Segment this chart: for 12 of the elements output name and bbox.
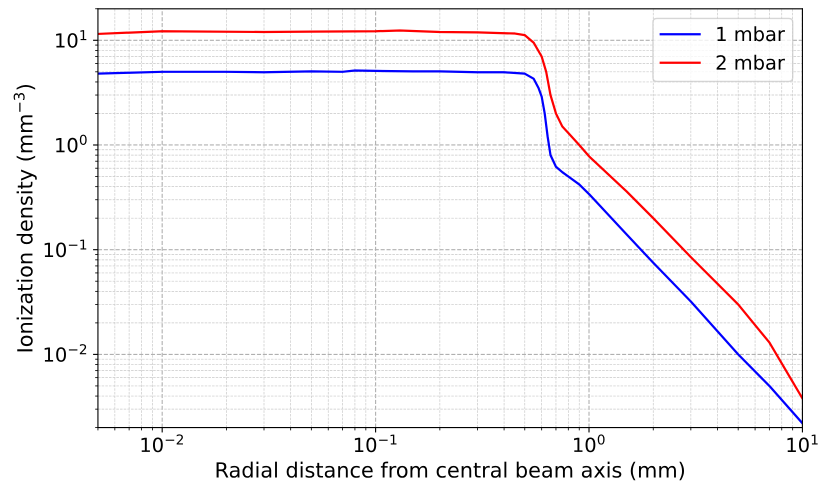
x-tick-label: 10$^{1}$ — [787, 434, 818, 452]
x-tick-label: 10$^{−1}$ — [354, 434, 396, 452]
y-axis-title: Ionization density (mm$^{−3}$) — [14, 84, 37, 352]
y-tick-label: 10$^{1}$ — [56, 30, 86, 48]
y-tick-label: 10$^{−2}$ — [44, 344, 86, 362]
legend-label: 1 mbar — [717, 26, 785, 42]
y-tick-label: 10$^{−1}$ — [44, 240, 86, 258]
x-tick-label: 10$^{−2}$ — [141, 434, 183, 452]
x-axis-title: Radial distance from central beam axis (mm) — [216, 462, 684, 480]
y-tick-label: 10$^{0}$ — [56, 134, 87, 153]
legend-label: 2 mbar — [716, 54, 785, 70]
x-tick-label: 10$^{0}$ — [574, 434, 605, 452]
